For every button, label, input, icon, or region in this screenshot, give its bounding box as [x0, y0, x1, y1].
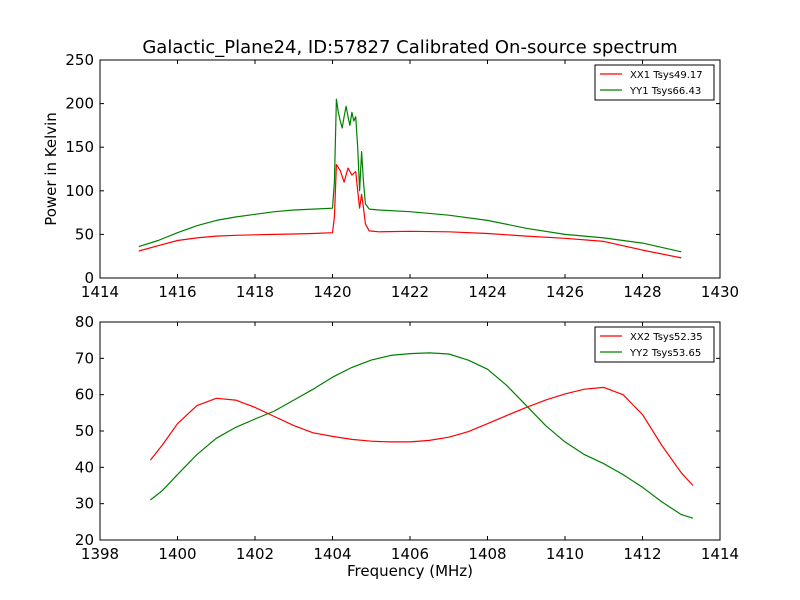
top-panel-series [138, 98, 682, 259]
top-panel-y-tick-label: 250 [65, 51, 94, 69]
bottom-panel-x-tick-label: 1400 [158, 545, 196, 563]
bottom-panel-y-tick-label: 40 [75, 458, 94, 476]
bottom-panel-series [149, 352, 694, 519]
top-panel-x-tick-label: 1414 [81, 283, 119, 301]
bottom-panel-ticks: 1398 1400 1402 1404 1406 1408 1410 1412 1414 20 30… [75, 313, 739, 563]
bottom-panel-x-tick-label: 1410 [546, 545, 584, 563]
bottom-panel-series-xx-line [149, 386, 694, 486]
bottom-panel-legend-label-xx2: XX2 Tsys52.35 [630, 332, 703, 343]
top-panel-legend: XX1 Tsys49.17 YY1 Tsys66.43 [594, 64, 715, 101]
top-panel: 1414 1416 1418 1420 1422 1424 1426 1428 1430 0 50 1… [42, 51, 739, 301]
top-panel-x-tick-label: 1420 [313, 283, 351, 301]
bottom-panel-x-tick-label: 1408 [468, 545, 506, 563]
top-panel-x-tick-label: 1416 [158, 283, 196, 301]
top-panel-x-tick-label: 1428 [623, 283, 661, 301]
bottom-panel-x-tick-label: 1414 [701, 545, 739, 563]
bottom-panel-legend-box [594, 326, 715, 363]
bottom-panel-y-tick-label: 70 [75, 349, 94, 367]
top-panel-y-tick-label: 0 [84, 269, 94, 287]
bottom-panel-y-tick-label: 50 [75, 422, 94, 440]
top-panel-series-xx-line [138, 164, 682, 259]
top-panel-legend-label-xx1: XX1 Tsys49.17 [630, 70, 703, 81]
bottom-panel-legend-label-yy2: YY2 Tsys53.65 [629, 348, 701, 359]
top-panel-legend-box [594, 64, 715, 101]
bottom-panel-y-tick-label: 30 [75, 495, 94, 513]
bottom-panel-x-axis-label: Frequency (MHz) [347, 562, 473, 580]
figure-title: Galactic_Plane24, ID:57827 Calibrated On… [142, 37, 677, 58]
top-panel-x-tick-label: 1418 [236, 283, 274, 301]
top-panel-y-tick-label: 150 [65, 138, 94, 156]
bottom-panel-x-tick-label: 1398 [81, 545, 119, 563]
bottom-panel-y-tick-label: 80 [75, 313, 94, 331]
bottom-panel-x-tick-label: 1406 [391, 545, 429, 563]
bottom-panel-y-tick-label: 20 [75, 531, 94, 549]
top-panel-x-tick-label: 1426 [546, 283, 584, 301]
bottom-panel-x-tick-label: 1402 [236, 545, 274, 563]
bottom-panel-x-tick-label: 1412 [623, 545, 661, 563]
top-panel-ticks: 1414 1416 1418 1420 1422 1424 1426 1428 1430 0 50 1… [65, 51, 739, 301]
top-panel-x-tick-label: 1424 [468, 283, 506, 301]
bottom-panel: 1398 1400 1402 1404 1406 1408 1410 1412 1414 20 30… [75, 313, 739, 580]
top-panel-y-tick-label: 200 [65, 95, 94, 113]
top-panel-series-yy-line [138, 98, 682, 253]
bottom-panel-series-yy-line [150, 352, 694, 519]
top-panel-y-tick-label: 50 [75, 225, 94, 243]
top-panel-legend-label-yy1: YY1 Tsys66.43 [629, 86, 701, 97]
top-panel-y-axis-label: Power in Kelvin [42, 112, 60, 226]
top-panel-x-tick-label: 1422 [391, 283, 429, 301]
bottom-panel-x-tick-label: 1404 [313, 545, 351, 563]
bottom-panel-y-tick-label: 60 [75, 386, 94, 404]
top-panel-x-tick-label: 1430 [701, 283, 739, 301]
top-panel-y-tick-label: 100 [65, 182, 94, 200]
bottom-panel-legend: XX2 Tsys52.35 YY2 Tsys53.65 [594, 326, 715, 363]
